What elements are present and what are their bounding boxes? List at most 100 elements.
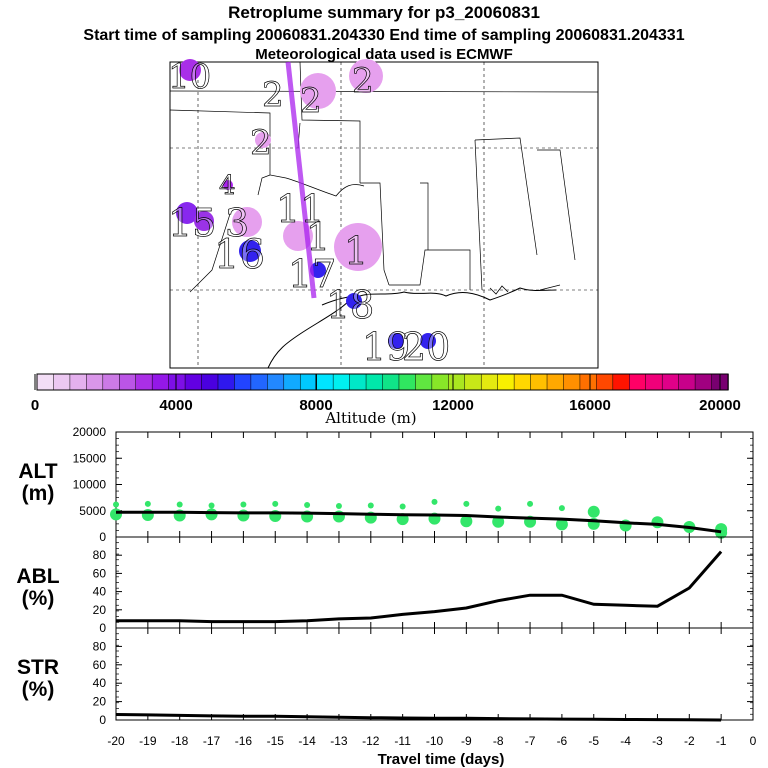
chart-title: Retroplume summary for p3_20060831 [228,3,540,22]
colorbar-segment [316,373,334,391]
colorbar-segment [349,373,367,391]
y-tick-label: 20000 [73,425,107,439]
x-tick-label: -4 [620,734,631,748]
colorbar-segment [86,373,104,391]
y-tick-label: 0 [99,621,106,635]
alt-cluster-point [144,500,151,507]
cluster-number-label: 16 [214,232,265,278]
colorbar-segment [678,373,696,391]
colorbar-label: Altitude (m) [324,409,416,427]
alt-cluster-point [399,503,406,510]
colorbar-segment [530,373,548,391]
colorbar-segment [448,373,466,391]
y-tick-label: 0 [99,530,106,544]
cluster-number-label: 2 [250,123,272,163]
cluster-number-label: 10 [168,57,211,97]
alt-cluster-point [495,505,502,512]
alt-cluster-point [304,501,311,508]
y-tick-label: 0 [99,713,106,727]
colorbar-segment [168,373,186,391]
met-data-note: Meteorological data used is ECMWF [255,46,513,63]
alt-cluster-point [367,502,374,509]
cluster-circle [179,59,201,81]
alt-cluster-point [113,501,119,508]
colorbar-segment [250,373,269,391]
x-tick-label: 0 [750,734,757,748]
colorbar-segment [596,373,614,391]
alt-cluster-point [240,501,247,508]
alt-cluster-point [237,509,250,522]
cluster-number-label: 17 [288,252,336,296]
y-tick-label: 40 [93,676,107,690]
x-tick-label: -5 [588,734,599,748]
cluster-circle [420,333,436,349]
x-tick-label: -19 [139,734,157,748]
time-series-panels: 20000150001000050000ALT(m)806040200ABL(%… [16,425,756,748]
panel-unit: (m) [22,482,55,505]
colorbar-segment [629,373,647,391]
panel-alt: 20000 15000 10000 5000 0 ALT(m) [18,425,754,544]
cluster-number-label: 4 [219,171,236,201]
colorbar-segment [497,373,515,391]
colorbar-segment [431,373,450,391]
x-tick-label: -9 [461,734,472,748]
colorbar-segment [612,373,631,391]
cluster-number-label: 2 [300,81,322,121]
alt-cluster-point [558,505,565,512]
cluster-number-label: 2 [262,75,284,115]
y-tick-label: 60 [93,658,107,672]
alt-cluster-point [527,500,534,507]
colorbar-tick-label: 12000 [432,397,474,414]
mississippi-delta [489,285,509,295]
panel-label: ABL [16,565,59,588]
x-tick-label: -12 [362,734,380,748]
x-tick-label: -7 [525,734,536,748]
colorbar-segment [398,373,417,391]
alt-cluster-point [110,508,122,521]
colorbar-segment [382,373,400,391]
colorbar-tick-label: 16000 [569,397,611,414]
y-tick-label: 10000 [73,478,107,492]
panel-unit: (%) [22,587,55,610]
colorbar-segment [102,373,121,391]
alt-cluster-point [460,515,473,528]
colorbar-segment [184,373,203,391]
y-tick-label: 80 [93,639,107,653]
cluster-number-label: 11 [276,187,324,231]
cluster-circle [176,202,198,224]
sampling-times: Start time of sampling 20060831.204330 E… [83,27,685,44]
colorbar-segment [513,373,532,391]
colorbar-segment [299,373,318,391]
colorbar-segment [645,373,663,391]
y-tick-label: 20 [93,603,107,617]
cluster-circle [349,59,383,93]
colorbar-tick-label: 4000 [159,397,192,414]
colorbar-segment [201,373,219,391]
colorbar-segment [546,373,565,391]
colorbar-segment [135,373,153,391]
x-tick-label: -13 [330,734,348,748]
x-tick-label: -8 [493,734,504,748]
alt-cluster-point [272,500,279,507]
colorbar-tick-label: 8000 [299,397,332,414]
x-tick-label: -2 [684,734,695,748]
abl-series-line [116,550,723,624]
alt-cluster-point [555,518,568,531]
colorbar-segment [151,373,170,391]
cluster-circle [239,240,261,262]
colorbar-tick-label: 0 [31,397,39,414]
panel-label: ALT [18,460,57,483]
colorbar-segment [579,373,598,391]
x-tick-label: -18 [171,734,189,748]
alt-cluster-point [335,503,342,510]
colorbar-segment [234,373,252,391]
x-tick-label: -15 [267,734,285,748]
cluster-circle [346,293,362,309]
cluster-number-label: 1 [344,229,368,273]
colorbar-segment [365,373,384,391]
colorbar-tick-labels: 0 4000 8000 12000 16000 20000 [31,374,741,414]
cluster-circle [255,132,271,148]
